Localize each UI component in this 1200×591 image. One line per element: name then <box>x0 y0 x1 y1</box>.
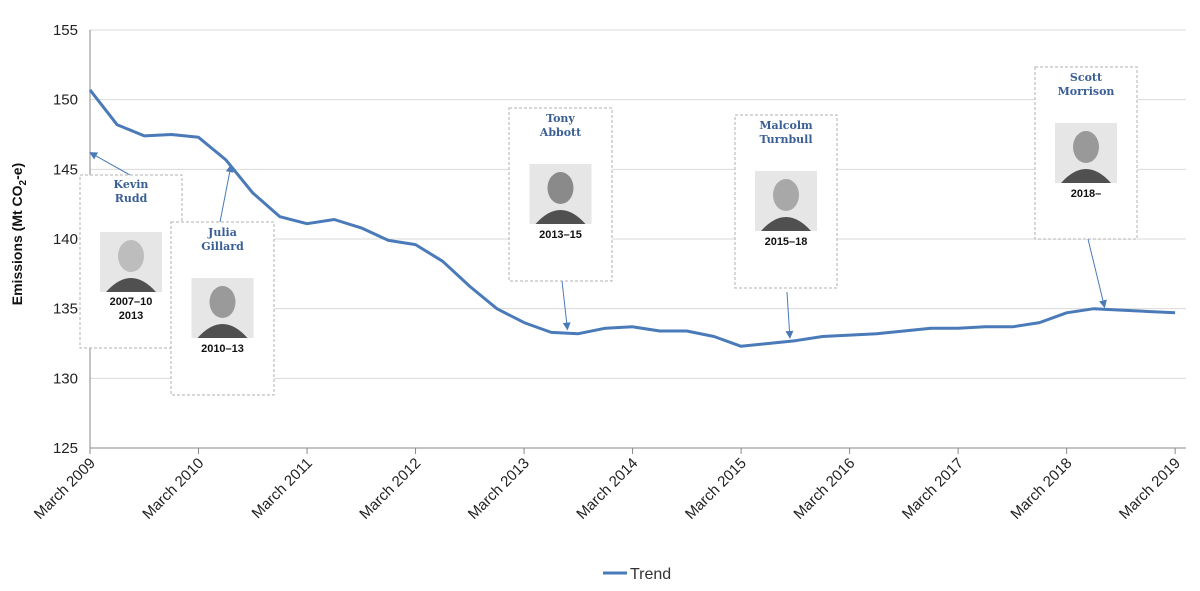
pm-arrow <box>785 291 794 339</box>
y-tick-label: 145 <box>53 161 78 178</box>
pm-name: Gillard <box>201 240 244 253</box>
y-axis-label: Emissions (Mt CO2-e) <box>9 163 29 305</box>
pm-arrow <box>89 152 131 176</box>
x-tick-label: March 2016 <box>790 455 858 523</box>
y-axis-label-main: Emissions (Mt CO <box>9 185 25 305</box>
pm-name: Tony <box>546 112 575 125</box>
x-tick-labels: March 2009 March 2010 March 2011 March 2012… <box>31 455 1184 523</box>
pm-term: 2013 <box>119 310 143 322</box>
y-tick-label: 150 <box>53 92 78 109</box>
pm-photo <box>1055 123 1117 183</box>
y-tick-label: 125 <box>53 440 78 457</box>
pm-term: 2010–13 <box>201 343 244 355</box>
pm-arrow <box>219 164 234 223</box>
pm-name: Scott <box>1070 71 1103 84</box>
pm-term: 2015–18 <box>765 236 808 248</box>
pm-photo <box>191 278 254 338</box>
y-tick-label: 130 <box>53 370 78 387</box>
legend: Trend <box>603 566 671 583</box>
x-tick-label: March 2009 <box>31 455 99 523</box>
pm-photo <box>755 171 817 231</box>
pm-name: Turnbull <box>759 133 812 146</box>
pm-photo <box>100 232 162 292</box>
pm-photo <box>529 164 592 224</box>
y-tick-label: 135 <box>53 301 78 318</box>
pm-name: Julia <box>207 226 237 239</box>
x-tick-label: March 2019 <box>1116 455 1184 523</box>
x-tick-label: March 2013 <box>465 455 533 523</box>
x-tick-label: March 2018 <box>1007 455 1075 523</box>
y-axis-label-end: -e) <box>9 163 25 180</box>
y-axis-label-subscript: 2 <box>18 179 29 185</box>
pm-name: Kevin <box>114 178 149 191</box>
y-tick-labels: 125 130 135 140 145 150 155 <box>53 22 78 457</box>
pm-name: Morrison <box>1058 85 1115 98</box>
y-tick-label: 140 <box>53 231 78 248</box>
pm-arrow <box>1087 238 1107 309</box>
x-tick-label: March 2012 <box>356 455 424 523</box>
y-tick-label: 155 <box>53 22 78 39</box>
x-tick-label: March 2014 <box>573 455 641 523</box>
pm-term: 2013–15 <box>539 229 582 241</box>
x-tick-label: March 2011 <box>249 455 316 522</box>
x-tick-label: March 2010 <box>139 455 207 523</box>
pm-term: 2007–10 <box>110 296 153 308</box>
pm-name: Abbott <box>539 126 582 139</box>
pm-arrow <box>561 280 571 331</box>
pm-name: Malcolm <box>759 119 813 132</box>
series-line-trend <box>88 88 1176 348</box>
x-tick-label: March 2015 <box>682 455 750 523</box>
legend-label-trend: Trend <box>630 566 671 583</box>
pm-term: 2018– <box>1071 188 1102 200</box>
x-tick-label: March 2017 <box>899 455 967 523</box>
series-layer <box>88 88 1176 348</box>
pm-name: Rudd <box>115 192 148 205</box>
